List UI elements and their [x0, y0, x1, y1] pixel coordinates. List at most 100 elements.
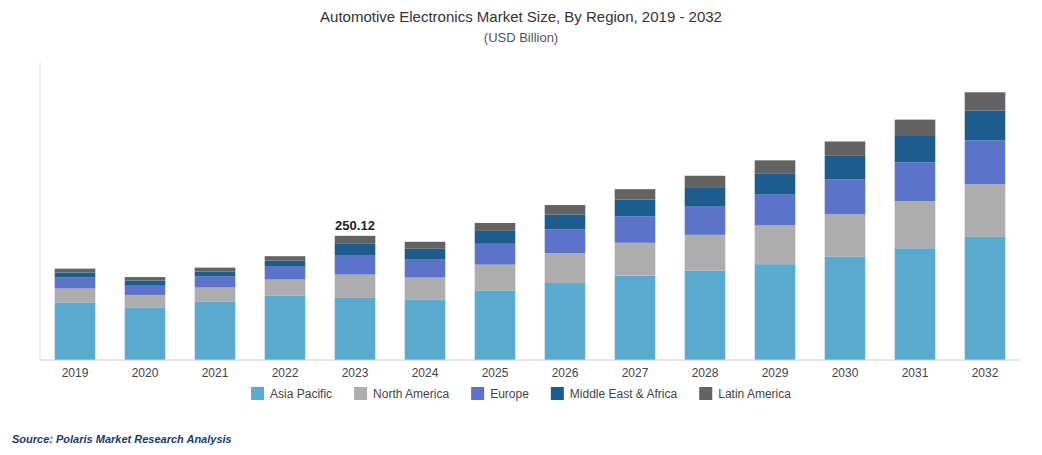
bar-segment — [755, 194, 796, 225]
bar-segment — [195, 301, 236, 360]
bar-segment — [825, 257, 866, 360]
bar-segment — [545, 229, 586, 253]
bar-segment — [265, 261, 306, 267]
bar-segment — [545, 214, 586, 229]
bar-segment — [125, 307, 166, 360]
bar-segment — [685, 187, 726, 206]
bar-segment — [335, 256, 376, 275]
bar-segment — [685, 176, 726, 187]
bar-segment — [615, 216, 656, 242]
bar-segment — [405, 260, 446, 278]
bar-segment — [405, 278, 446, 300]
bar-segment — [965, 111, 1006, 141]
bar-segment — [475, 265, 516, 291]
title: Automotive Electronics Market Size, By R… — [320, 8, 722, 25]
bar-segment — [55, 278, 96, 289]
legend-label: North America — [373, 387, 449, 401]
legend-label: Latin America — [718, 387, 791, 401]
bar-segment — [125, 295, 166, 307]
bar-segment — [615, 276, 656, 360]
x-tick-label: 2021 — [202, 366, 229, 380]
bar-segment — [335, 236, 376, 243]
bar-segment — [265, 267, 306, 280]
bar-segment — [545, 253, 586, 283]
y-axis-line — [40, 62, 41, 360]
bar-segment — [405, 242, 446, 249]
bar-segment — [895, 136, 936, 162]
bar-segment — [125, 285, 166, 295]
bar-segment — [55, 302, 96, 360]
bar-segment — [195, 268, 236, 272]
bar-segment — [475, 231, 516, 244]
legend-label: Middle East & Africa — [570, 387, 678, 401]
bar-segment — [335, 275, 376, 298]
legend-label: Europe — [490, 387, 529, 401]
x-tick-label: 2031 — [902, 366, 929, 380]
bar-segment — [965, 92, 1006, 110]
bar-segment — [895, 201, 936, 248]
legend-label: Asia Pacific — [270, 387, 332, 401]
bar-segment — [55, 288, 96, 302]
x-tick-label: 2020 — [132, 366, 159, 380]
bar-segment — [265, 280, 306, 296]
bar-segment — [825, 141, 866, 155]
bar-segment — [685, 206, 726, 235]
bar-segment — [125, 281, 166, 285]
x-tick-label: 2027 — [622, 366, 649, 380]
bar-segment — [825, 179, 866, 214]
bar-segment — [895, 120, 936, 136]
bar-segment — [895, 162, 936, 201]
x-tick-label: 2022 — [272, 366, 299, 380]
bar-segment — [195, 277, 236, 288]
bar-segment — [545, 283, 586, 360]
bar-segment — [475, 290, 516, 360]
x-tick-label: 2030 — [832, 366, 859, 380]
legend: Asia Pacific North America Europe Middle Ea… — [251, 387, 791, 401]
bar-segment — [685, 235, 726, 271]
bar-segment — [265, 256, 306, 260]
bar-segment — [755, 173, 796, 194]
bar-segment — [615, 243, 656, 276]
legend-swatch — [471, 387, 484, 400]
bar-segment — [825, 214, 866, 257]
bar-segment — [965, 140, 1006, 184]
x-tick-label: 2025 — [482, 366, 509, 380]
x-tick-label: 2024 — [412, 366, 439, 380]
bar-segment — [125, 277, 166, 280]
bar-segment — [965, 237, 1006, 360]
bar-segment — [755, 225, 796, 264]
bar-segment — [545, 205, 586, 214]
source-note: Source: Polaris Market Research Analysis — [12, 433, 232, 445]
legend-swatch — [354, 387, 367, 400]
bar-segment — [405, 299, 446, 360]
bar-segment — [825, 156, 866, 179]
legend-swatch — [551, 387, 564, 400]
bar-segment — [965, 184, 1006, 237]
bar-segment — [195, 287, 236, 301]
bar-segment — [475, 223, 516, 231]
legend-swatch — [699, 387, 712, 400]
x-axis-line — [40, 360, 1020, 361]
bar-segment — [335, 298, 376, 360]
bar-segment — [615, 189, 656, 199]
bar-segment — [265, 295, 306, 360]
bar-segment — [475, 244, 516, 265]
bar-segment — [195, 272, 236, 277]
x-tick-label: 2032 — [972, 366, 999, 380]
bar-segment — [895, 248, 936, 360]
bar-segment — [755, 160, 796, 173]
bar-segment — [685, 271, 726, 360]
x-tick-label: 2023 — [342, 366, 369, 380]
bar-segment — [755, 264, 796, 360]
bar-segment — [405, 249, 446, 260]
x-tick-label: 2029 — [762, 366, 789, 380]
annotation: 250.12 — [335, 218, 375, 233]
subtitle: (USD Billion) — [484, 30, 558, 45]
chart: Automotive Electronics Market Size, By R… — [0, 0, 1042, 455]
legend-swatch — [251, 387, 264, 400]
bars — [55, 92, 1006, 360]
bar-segment — [55, 273, 96, 278]
bar-segment — [335, 243, 376, 255]
bar-segment — [55, 269, 96, 273]
x-tick-label: 2026 — [552, 366, 579, 380]
